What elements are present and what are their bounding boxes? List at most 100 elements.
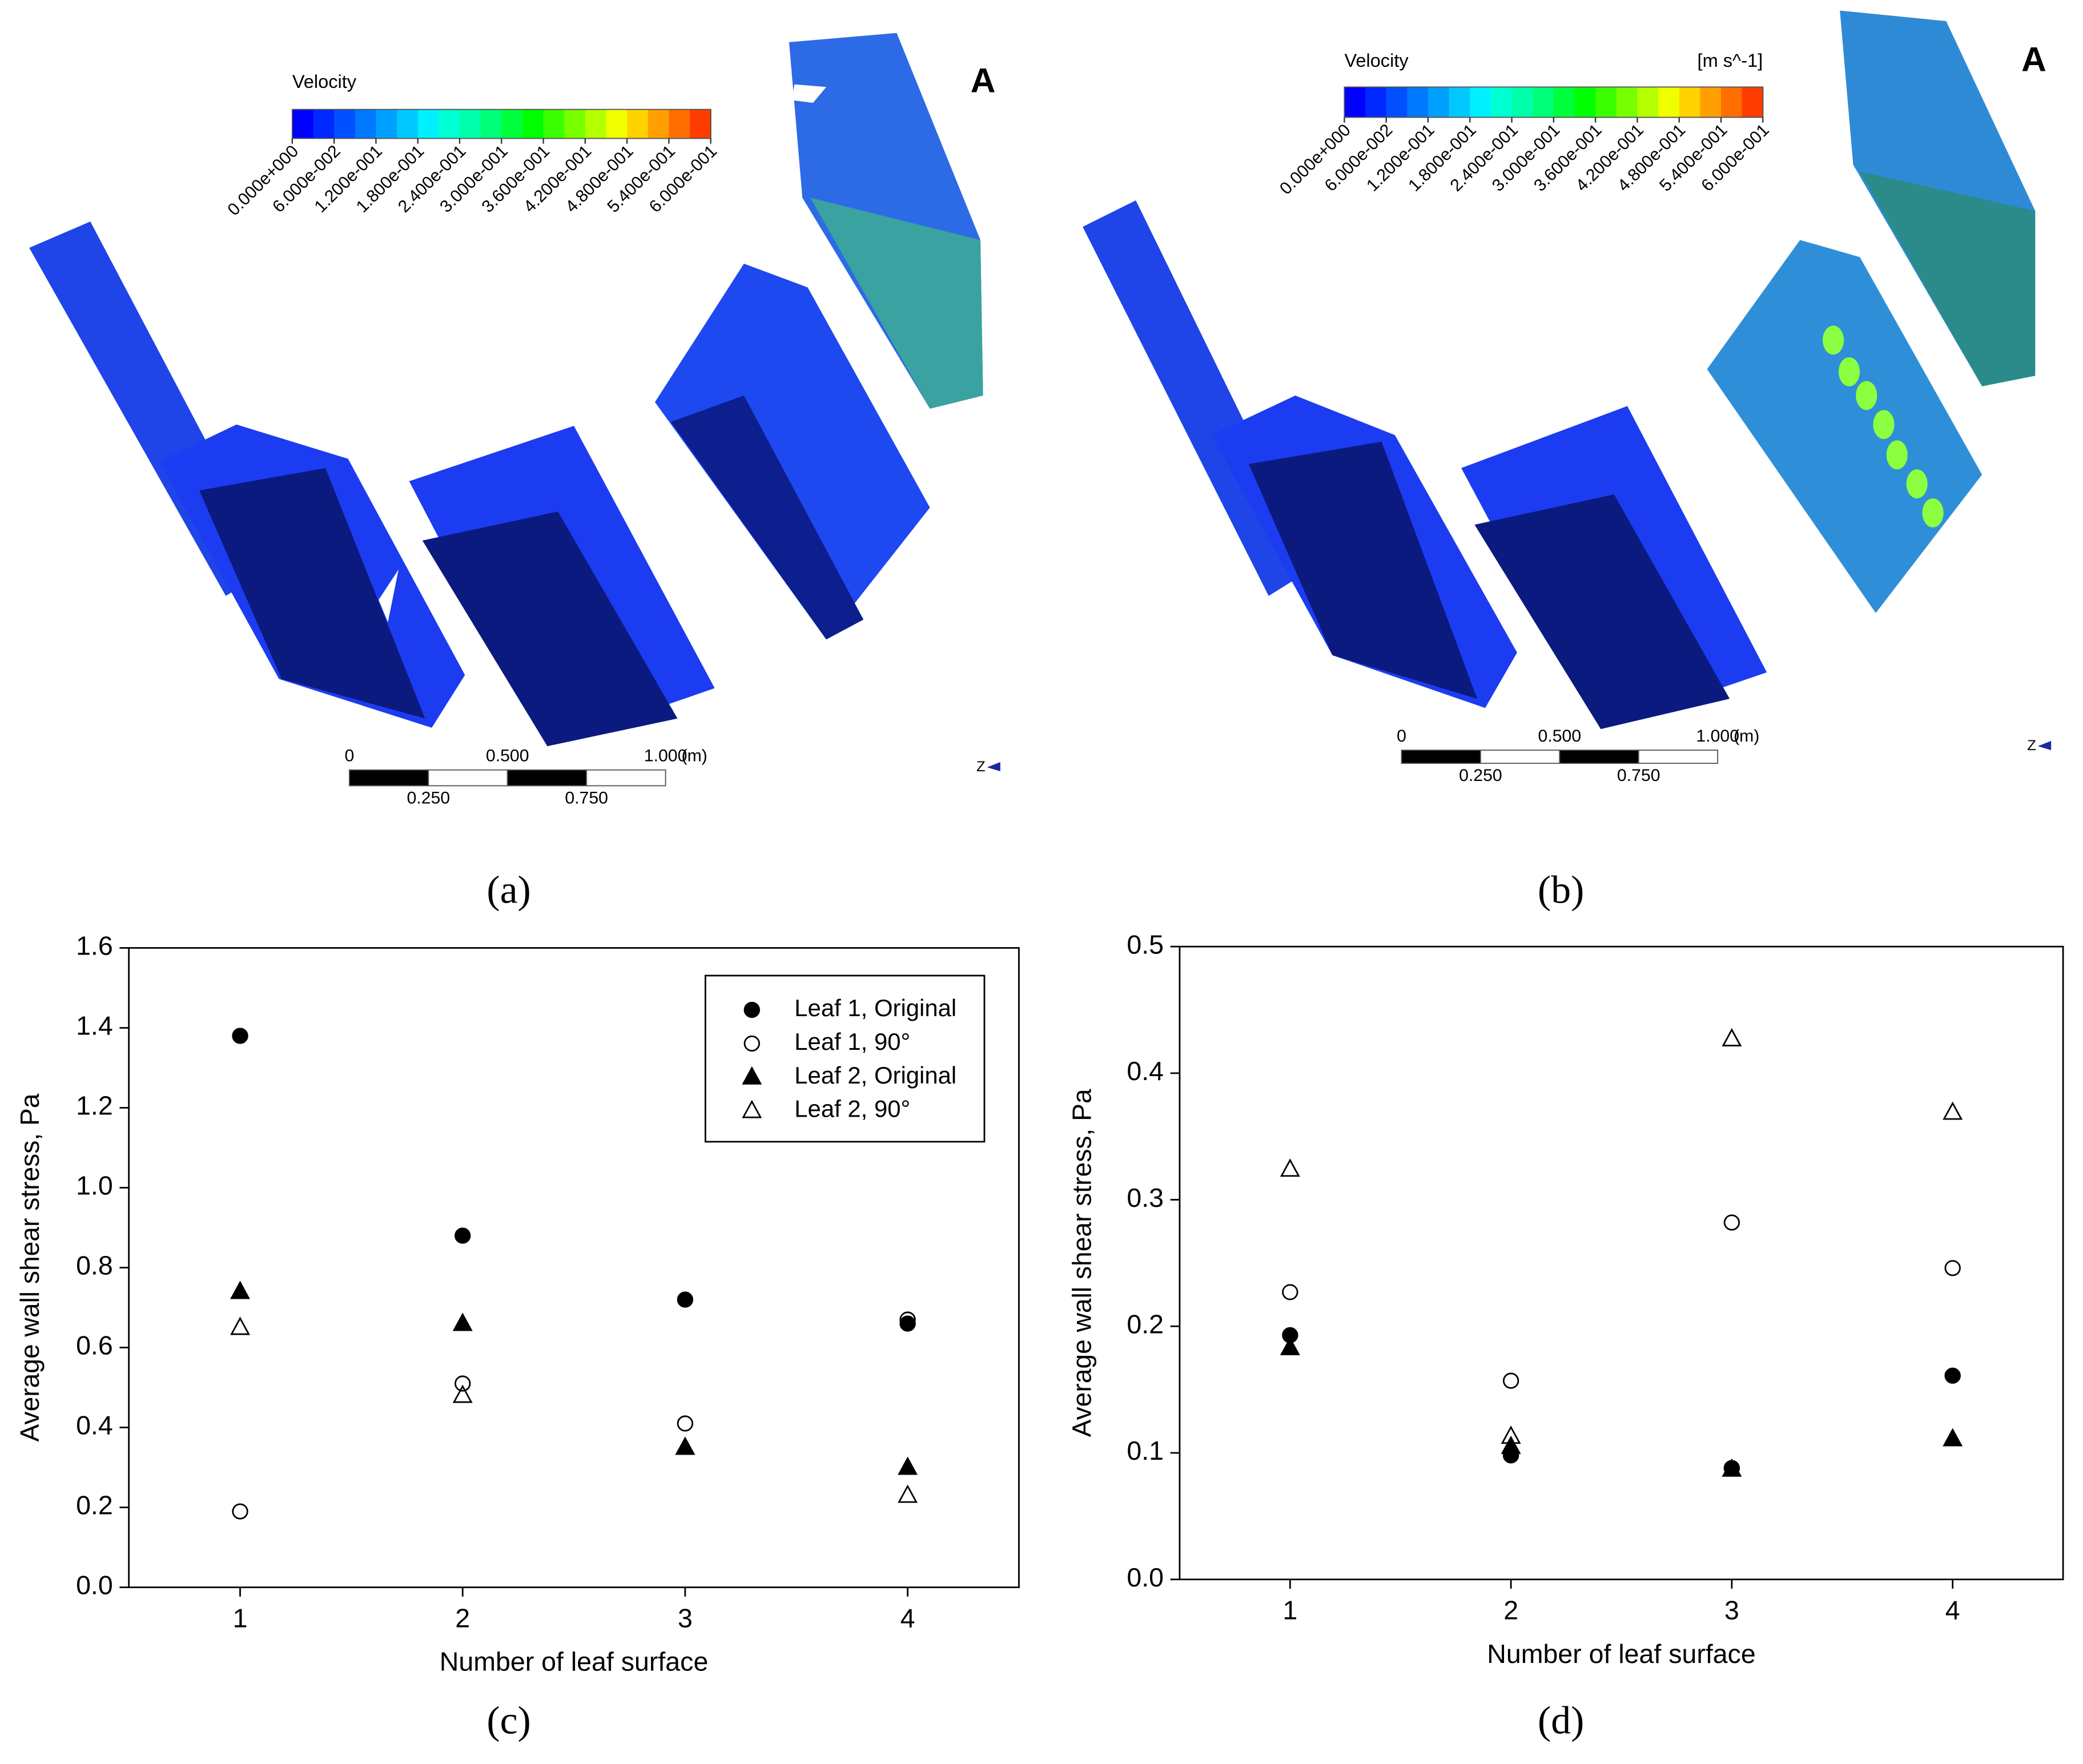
data-point bbox=[452, 1384, 473, 1403]
colorbar-cell bbox=[1428, 87, 1450, 118]
colorbar-cell bbox=[397, 109, 419, 139]
colorbar-cell bbox=[1449, 87, 1471, 118]
y-tick-label: 0.2 bbox=[1127, 1310, 1164, 1339]
model-b bbox=[1083, 10, 2036, 730]
scale-label: 0 bbox=[344, 747, 354, 766]
data-point bbox=[1722, 1028, 1742, 1046]
scale-label: 1.000 bbox=[644, 747, 687, 766]
y-tick-label: 0.5 bbox=[1127, 930, 1164, 960]
scale-unit: (m) bbox=[682, 747, 707, 766]
x-tick-label: 2 bbox=[455, 1604, 470, 1633]
colorbar-cell bbox=[1658, 87, 1680, 118]
scale-label: 0.250 bbox=[407, 789, 450, 808]
vortex-spots bbox=[1823, 325, 1944, 527]
data-point bbox=[899, 1311, 916, 1328]
data-point bbox=[675, 1436, 695, 1455]
colorbar-cell bbox=[1344, 87, 1366, 118]
colorbar-cell bbox=[543, 109, 565, 139]
y-tick-label: 0.4 bbox=[1127, 1056, 1164, 1086]
data-point bbox=[1501, 1435, 1521, 1454]
scale-unit: (m) bbox=[1734, 727, 1759, 746]
data-point bbox=[898, 1484, 918, 1503]
scale-bar-segment bbox=[348, 769, 429, 787]
legend-label: Leaf 2, 90° bbox=[794, 1096, 910, 1122]
colorbar-cell bbox=[417, 109, 440, 139]
x-tick-label: 1 bbox=[1282, 1596, 1297, 1625]
data-point bbox=[677, 1415, 694, 1432]
data-point bbox=[675, 1436, 695, 1455]
colorbar-cell bbox=[1365, 87, 1387, 118]
data-point bbox=[1501, 1425, 1521, 1444]
colorbar-cell bbox=[439, 109, 461, 139]
y-tick-label: 0.1 bbox=[1127, 1436, 1164, 1465]
data-point bbox=[230, 1316, 250, 1335]
colorbar-cell bbox=[627, 109, 649, 139]
scale-label: 0.500 bbox=[486, 747, 529, 766]
colorbar-cell bbox=[1679, 87, 1701, 118]
y-tick-label: 0.3 bbox=[1127, 1183, 1164, 1213]
panel-label: (b) bbox=[1538, 868, 1584, 912]
x-axis-label: Number of leaf surface bbox=[440, 1647, 709, 1677]
y-tick-label: 1.2 bbox=[76, 1091, 113, 1121]
colorbar-cell bbox=[1407, 87, 1429, 118]
scale-bar-segment bbox=[586, 769, 666, 787]
legend-label: Leaf 1, 90° bbox=[794, 1028, 910, 1055]
scale-bar-segment bbox=[428, 769, 508, 787]
colorbar-cell bbox=[1700, 87, 1722, 118]
y-axis-label: Average wall shear stress, Pa bbox=[15, 1093, 45, 1441]
data-point bbox=[898, 1456, 918, 1475]
colorbar-cell bbox=[1511, 87, 1534, 118]
data-point bbox=[455, 1375, 471, 1392]
colorbar-cell bbox=[1742, 87, 1764, 118]
scale-label: 0.750 bbox=[565, 789, 608, 808]
corner-label: A bbox=[2021, 40, 2046, 79]
data-point bbox=[1280, 1336, 1300, 1355]
data-point bbox=[1943, 1428, 1963, 1447]
colorbar-cell bbox=[292, 109, 314, 139]
y-tick-label: 1.4 bbox=[76, 1011, 113, 1041]
y-tick-label: 0.2 bbox=[76, 1491, 113, 1520]
y-tick-label: 0.0 bbox=[76, 1570, 113, 1600]
x-tick-label: 4 bbox=[900, 1604, 915, 1633]
panel-label: (c) bbox=[486, 1699, 530, 1743]
x-tick-label: 3 bbox=[1724, 1596, 1739, 1625]
y-tick-label: 0.6 bbox=[76, 1331, 113, 1360]
data-point bbox=[1280, 1158, 1300, 1177]
colorbar-cell bbox=[1470, 87, 1492, 118]
colorbar-cell bbox=[1490, 87, 1513, 118]
model-a bbox=[29, 33, 983, 747]
legend-marker bbox=[743, 1001, 761, 1018]
colorbar-cell bbox=[1553, 87, 1575, 118]
colorbar-cell bbox=[1574, 87, 1597, 118]
colorbar-cell bbox=[1616, 87, 1638, 118]
data-point bbox=[1502, 1372, 1519, 1389]
panel-label: (a) bbox=[486, 868, 530, 912]
data-point bbox=[1944, 1260, 1961, 1276]
y-tick-label: 1.6 bbox=[76, 931, 113, 961]
x-tick-label: 4 bbox=[1945, 1596, 1960, 1625]
colorbar-cell bbox=[1637, 87, 1659, 118]
data-point bbox=[230, 1280, 250, 1299]
colorbar-cell bbox=[522, 109, 544, 139]
colorbar-unit: [m s^-1] bbox=[1698, 50, 1763, 71]
colorbar-cell bbox=[690, 109, 711, 139]
data-point bbox=[1282, 1284, 1298, 1300]
legend-marker bbox=[742, 1100, 762, 1118]
legend-marker bbox=[742, 1066, 762, 1085]
data-point bbox=[1944, 1367, 1961, 1384]
axis-triad bbox=[2037, 740, 2052, 751]
panel-label: (d) bbox=[1538, 1699, 1584, 1743]
colorbar-cell bbox=[459, 109, 481, 139]
scale-label: 0 bbox=[1397, 727, 1406, 746]
data-point bbox=[455, 1227, 471, 1244]
data-point bbox=[899, 1315, 916, 1332]
x-axis-label: Number of leaf surface bbox=[1487, 1639, 1756, 1669]
legend-label: Leaf 2, Original bbox=[794, 1062, 956, 1089]
colorbar-cell bbox=[1533, 87, 1555, 118]
scale-bar-segment bbox=[1638, 750, 1719, 764]
corner-label: A bbox=[971, 61, 996, 100]
colorbar-cell bbox=[1595, 87, 1617, 118]
data-point bbox=[232, 1028, 248, 1044]
colorbar-cell bbox=[501, 109, 524, 139]
